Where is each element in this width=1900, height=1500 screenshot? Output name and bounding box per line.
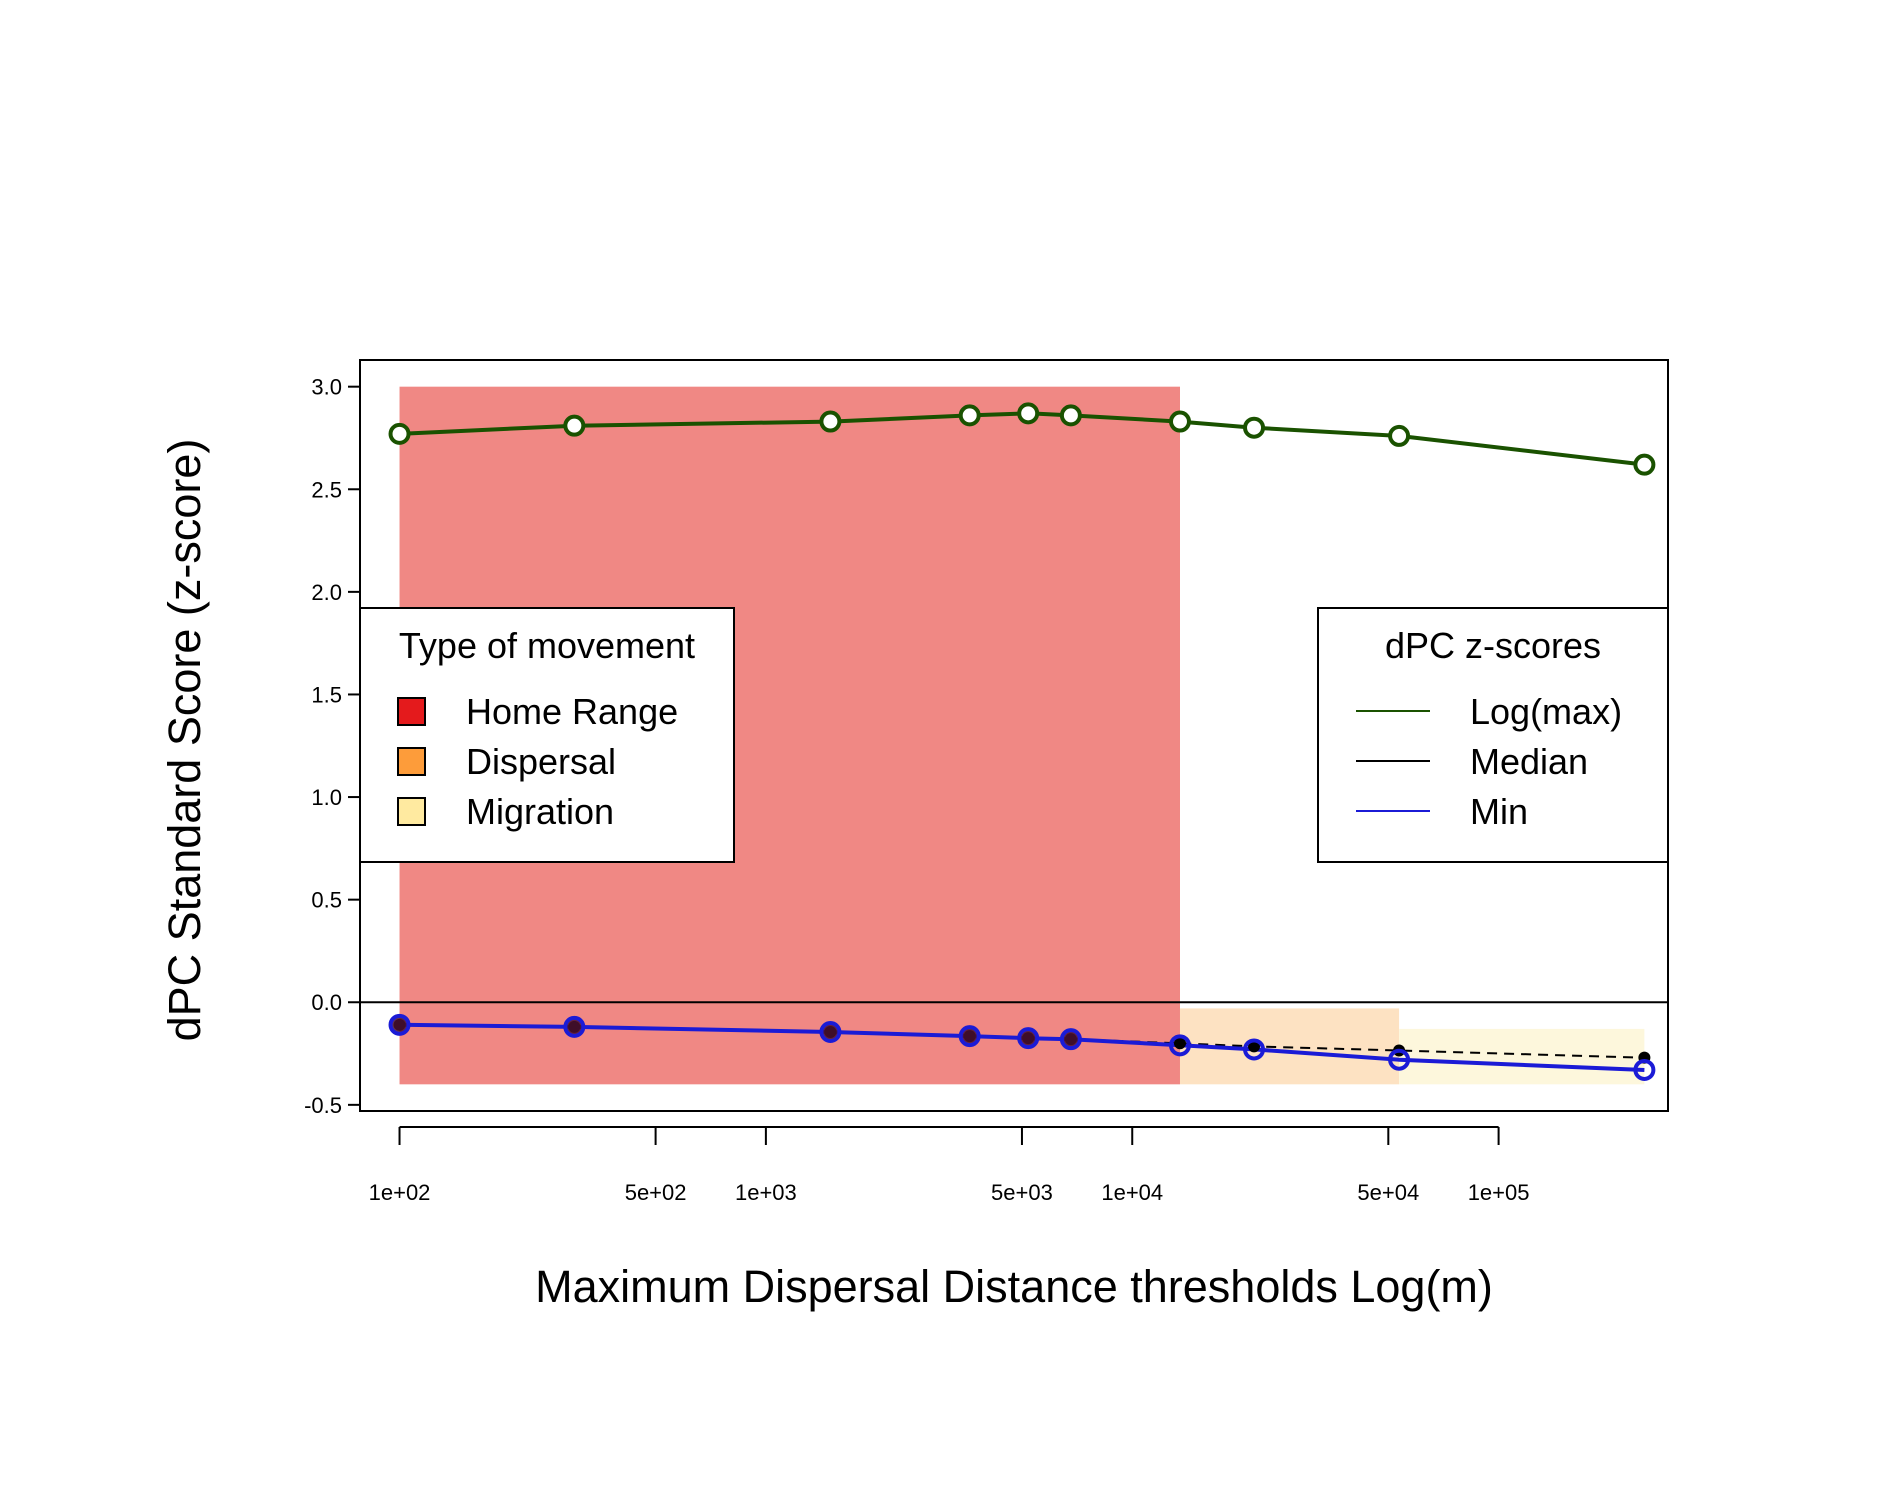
point-min [1017, 1027, 1040, 1050]
point-logmax [388, 422, 411, 445]
band-migration [1399, 1028, 1645, 1085]
point-min [563, 1015, 586, 1038]
legend-label: Home Range [466, 691, 678, 732]
legend-label: Median [1470, 741, 1588, 782]
point-logmax [1168, 410, 1191, 433]
x-axis: 1e+02 5e+02 1e+03 5e+03 1e+04 5e+04 1e+05 [369, 1126, 1530, 1205]
point-logmax [1388, 424, 1411, 447]
x-tick-label: 1e+04 [1101, 1180, 1163, 1205]
point-logmax [1059, 404, 1082, 427]
x-tick-label: 5e+02 [625, 1180, 687, 1205]
y-tick-label: 3.0 [311, 375, 342, 400]
point-min [819, 1021, 842, 1044]
y-tick-label: 1.5 [311, 682, 342, 707]
y-tick-label: 0.5 [311, 888, 342, 913]
point-min [1633, 1058, 1656, 1081]
legend-movement-title: Type of movement [399, 625, 695, 666]
legend-scores-title: dPC z-scores [1385, 625, 1601, 666]
x-tick-label: 1e+03 [735, 1180, 797, 1205]
y-axis-title: dPC Standard Score (z-score) [159, 439, 210, 1042]
point-logmax [563, 414, 586, 437]
point-logmax [1633, 453, 1656, 476]
point-min [1059, 1028, 1082, 1051]
point-median [1173, 1037, 1186, 1050]
point-logmax [1243, 416, 1266, 439]
point-logmax [1017, 402, 1040, 425]
series-points [388, 402, 1656, 1081]
point-logmax [819, 410, 842, 433]
y-tick-label: 2.5 [311, 477, 342, 502]
point-min [388, 1013, 411, 1036]
legend-scores-box [1317, 607, 1669, 863]
x-tick-label: 5e+03 [991, 1180, 1053, 1205]
legend-label: Log(max) [1470, 691, 1622, 732]
point-min [958, 1025, 981, 1048]
y-tick-label: 2.0 [311, 580, 342, 605]
legend-scores-items: Log(max) Median Min [1356, 691, 1622, 832]
point-logmax [958, 404, 981, 427]
x-tick-label: 1e+05 [1468, 1180, 1530, 1205]
legend-movement-items: Home Range Dispersal Migration [397, 691, 678, 832]
legend-label: Migration [466, 791, 614, 832]
legend-swatch [397, 797, 426, 826]
legend-label: Min [1470, 791, 1528, 832]
y-tick-label: -0.5 [304, 1093, 342, 1118]
series-line-logmax [399, 411, 1645, 467]
point-median [1248, 1040, 1261, 1053]
legend-swatch [397, 747, 426, 776]
point-min [1168, 1034, 1191, 1057]
x-tick-label: 1e+02 [369, 1180, 431, 1205]
y-tick-label: 0.0 [311, 990, 342, 1015]
series-lines [399, 411, 1645, 1072]
y-tick-label: 1.0 [311, 785, 342, 810]
legend-movement: Type of movement Home Range Dispersal Migr… [359, 607, 735, 863]
x-tick-label: 5e+04 [1357, 1180, 1419, 1205]
y-axis: 3.0 2.5 2.0 1.5 1.0 0.5 0.0 -0.5 [304, 375, 360, 1118]
x-axis-title: Maximum Dispersal Distance thresholds Lo… [535, 1261, 1493, 1312]
point-min [1388, 1048, 1411, 1071]
legend-swatch [397, 697, 426, 726]
series-line-min [399, 1022, 1645, 1072]
point-min [1243, 1038, 1266, 1061]
legend-label: Dispersal [466, 741, 616, 782]
legend-scores: dPC z-scores Log(max) Median Min [1317, 607, 1669, 863]
